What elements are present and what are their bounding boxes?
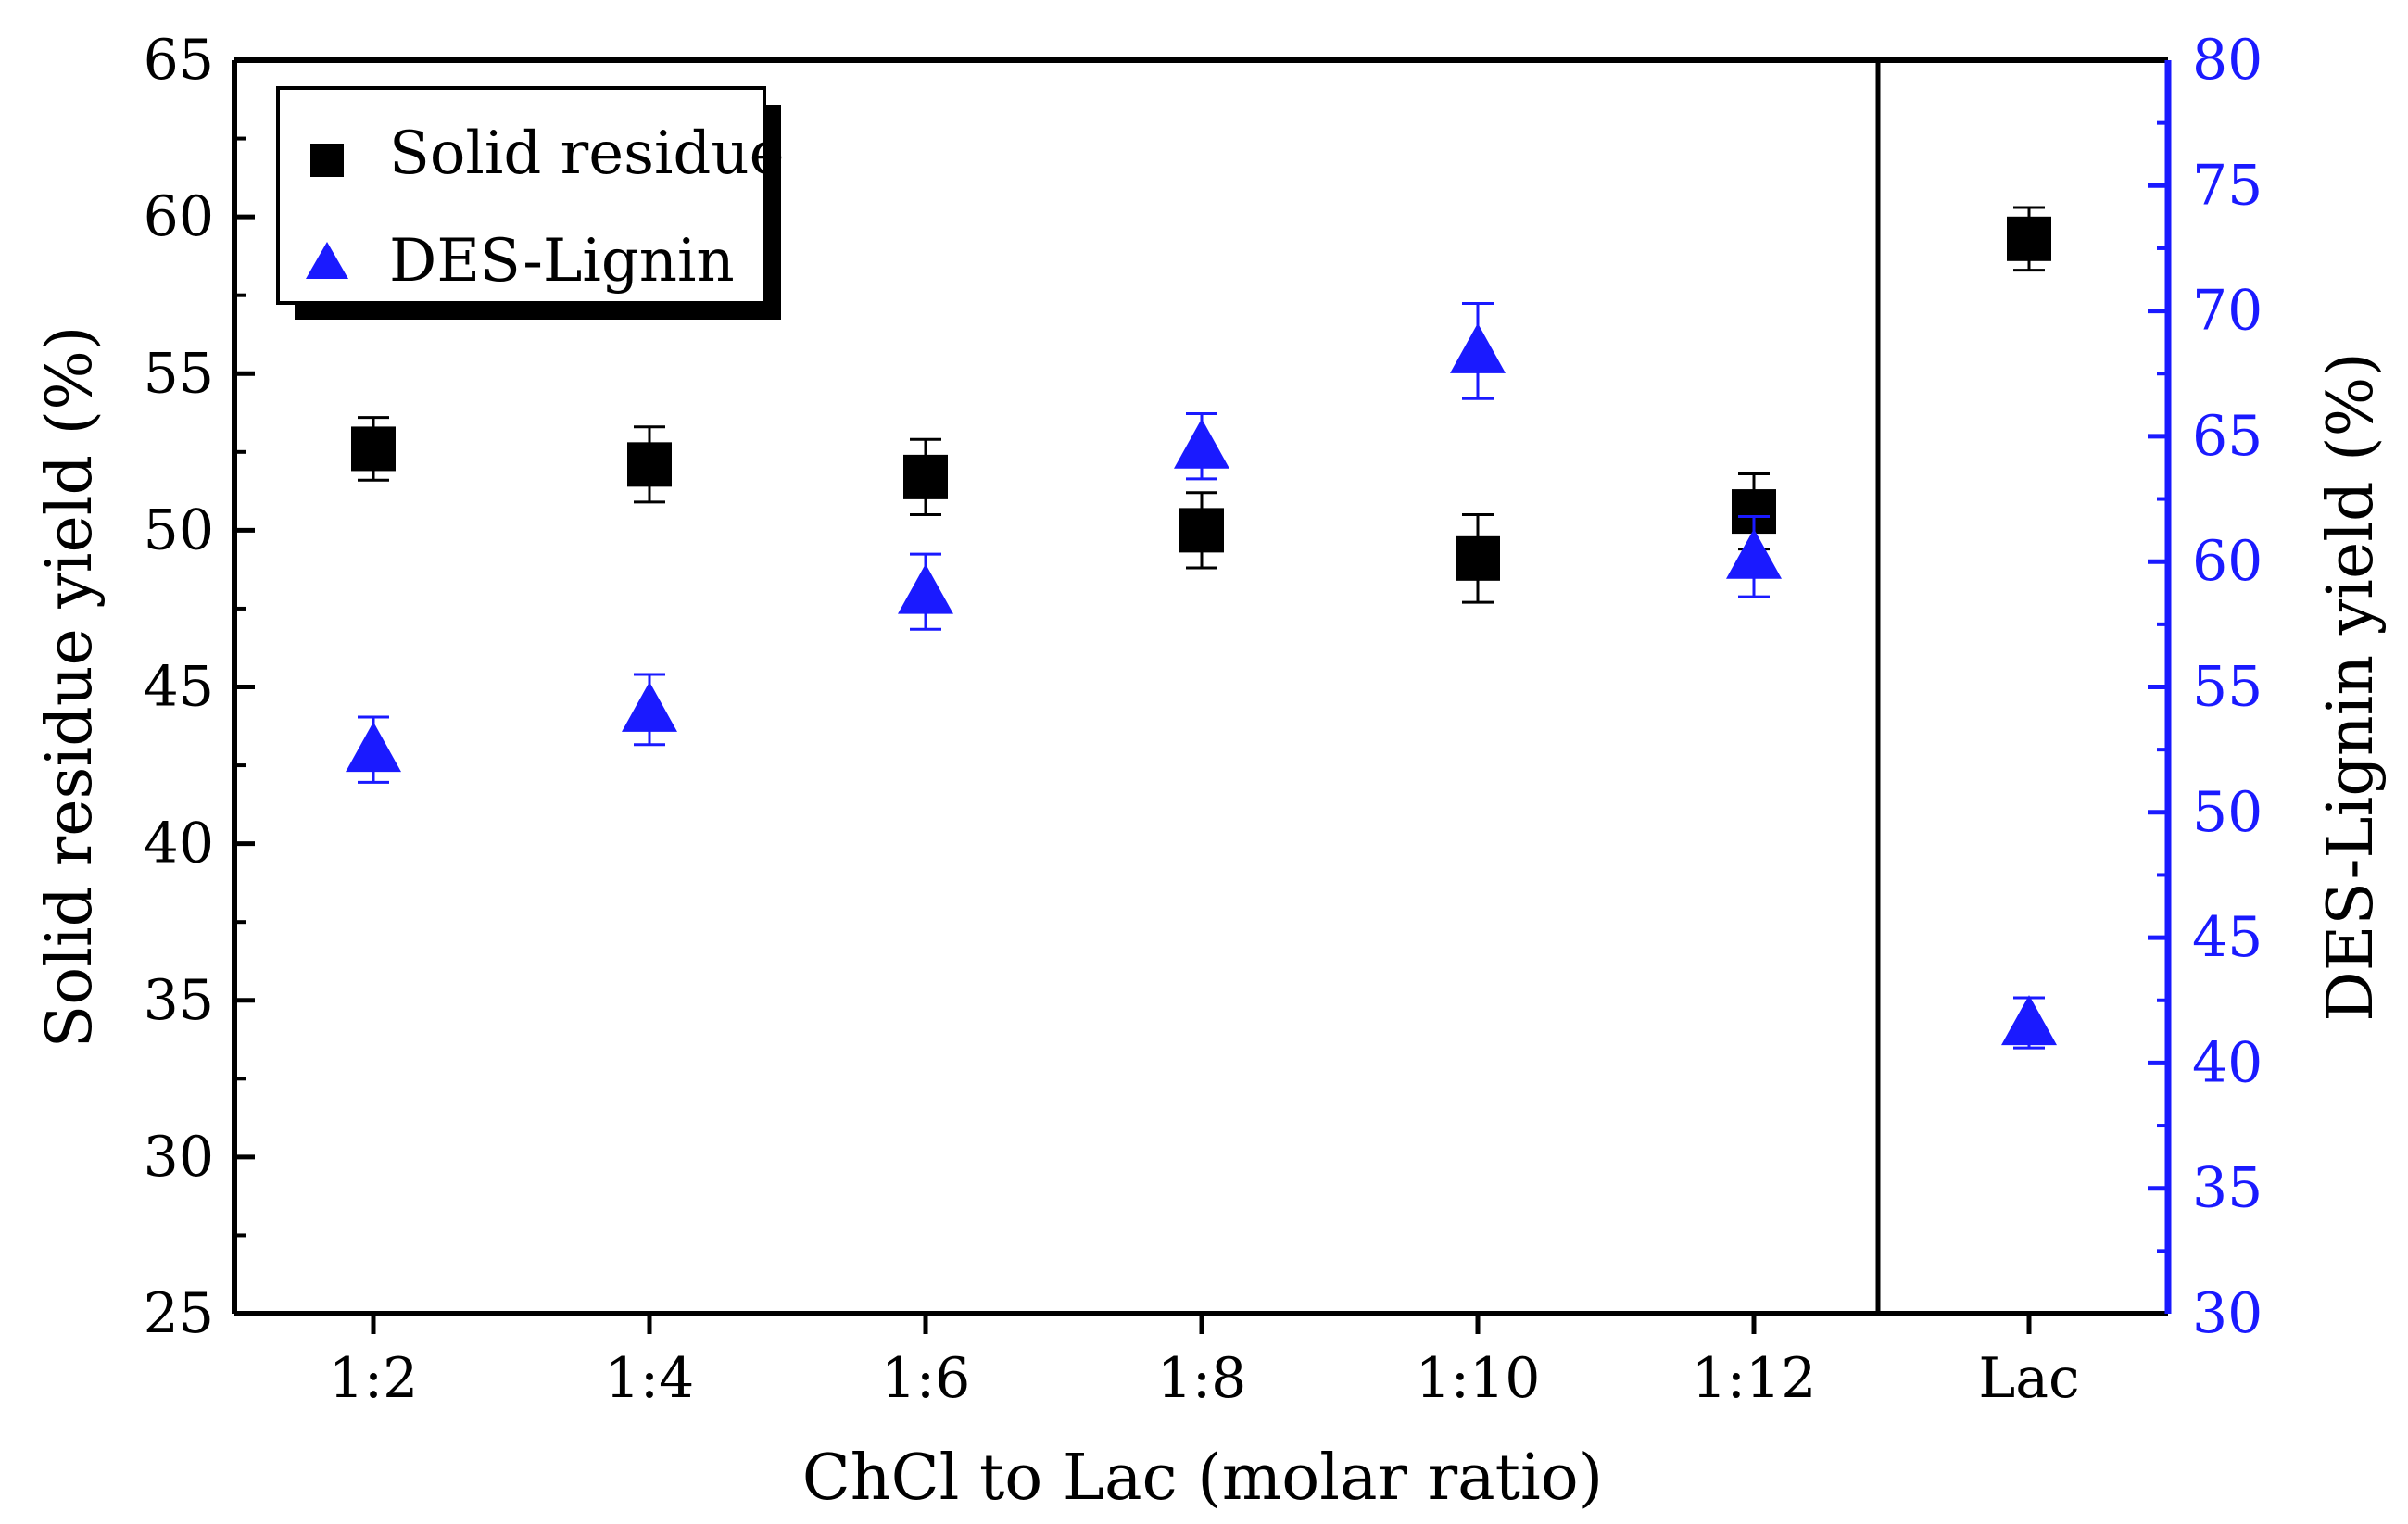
x-tick-label: 1:10 (1416, 1346, 1541, 1411)
solid-residue-point (351, 426, 396, 472)
des-lignin-point (1450, 322, 1506, 373)
des-lignin-point (346, 722, 401, 773)
x-tick-label: 1:4 (605, 1346, 695, 1411)
legend-box (276, 86, 766, 305)
right-tick-label: 35 (2192, 1156, 2263, 1221)
legend-label-des-lignin: DES-Lignin (389, 227, 735, 296)
left-tick-label: 45 (144, 655, 214, 720)
x-tick-label: Lac (1978, 1346, 2079, 1411)
right-tick-label: 75 (2192, 153, 2263, 218)
des-lignin-point (622, 681, 677, 732)
right-tick-label: 65 (2192, 404, 2263, 469)
right-tick-label: 80 (2192, 28, 2263, 93)
right-tick-label: 50 (2192, 780, 2263, 845)
x-tick-label: 1:2 (329, 1346, 419, 1411)
left-axis-title: Solid residue yield (%) (33, 326, 107, 1049)
solid-residue-point (627, 442, 672, 487)
left-tick-label: 65 (144, 28, 214, 93)
right-tick-label: 70 (2192, 279, 2263, 344)
solid-residue-point (1456, 535, 1500, 581)
des-lignin-point (1726, 528, 1782, 579)
right-tick-label: 45 (2192, 905, 2263, 970)
left-tick-label: 50 (144, 498, 214, 562)
left-tick-label: 35 (144, 968, 214, 1033)
x-axis-title: ChCl to Lac (molar ratio) (802, 1442, 1603, 1515)
legend-square-marker (310, 144, 344, 177)
x-tick-label: 1:8 (1157, 1346, 1247, 1411)
right-tick-label: 55 (2192, 655, 2263, 720)
x-tick-label: 1:12 (1692, 1346, 1817, 1411)
right-axis-title: DES-Lignin yield (%) (2314, 352, 2388, 1022)
legend-triangle-marker (306, 242, 348, 279)
des-lignin-point (2001, 995, 2057, 1046)
legend-label-solid-residue: Solid residue (389, 120, 784, 188)
solid-residue-point (1179, 508, 1224, 553)
left-tick-label: 30 (144, 1125, 214, 1190)
left-tick-label: 55 (144, 341, 214, 406)
solid-residue-point (2007, 216, 2051, 261)
des-lignin-point (1174, 418, 1229, 469)
x-tick-label: 1:6 (881, 1346, 971, 1411)
left-tick-label: 40 (144, 812, 214, 876)
des-lignin-point (898, 563, 953, 614)
right-tick-label: 30 (2192, 1281, 2263, 1346)
left-tick-label: 25 (144, 1281, 214, 1346)
right-tick-label: 60 (2192, 529, 2263, 594)
legend: Solid residue DES-Lignin (276, 86, 784, 320)
solid-residue-point (903, 454, 948, 499)
left-tick-label: 60 (144, 184, 214, 249)
right-tick-label: 40 (2192, 1030, 2263, 1095)
